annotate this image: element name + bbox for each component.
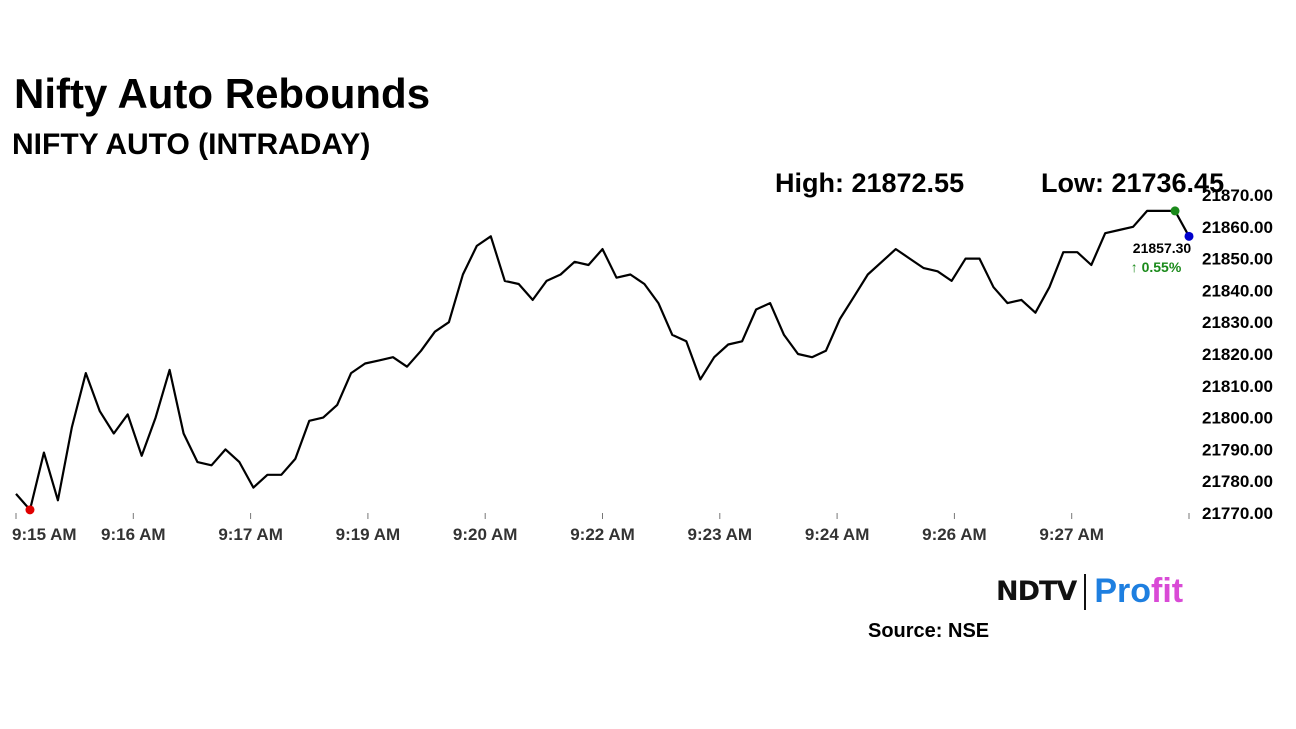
y-axis: 21770.00 21780.00 21790.00 21800.00 21810.00… [1202,186,1273,523]
y-tick-label: 21810.00 [1202,377,1273,396]
x-tick-label: 9:19 AM [336,525,401,544]
y-tick-label: 21850.00 [1202,250,1273,269]
x-tick-label: 9:24 AM [805,525,870,544]
high-point-marker [1170,206,1180,216]
y-tick-label: 21860.00 [1202,218,1273,237]
x-tick-label: 9:27 AM [1039,525,1104,544]
y-tick-label: 21870.00 [1202,186,1273,205]
low-stat: Low: 21736.45 [1041,168,1225,198]
last-point-marker [1184,231,1194,241]
y-tick-label: 21830.00 [1202,313,1273,332]
profit-wordmark: Profit [1094,572,1184,610]
y-tick-label: 21780.00 [1202,472,1273,491]
ndtv-profit-logo: NDTV Profit [996,572,1183,611]
source-note: Source: NSE [868,620,990,642]
change-percent-label: ↑ 0.55% [1131,259,1182,275]
x-tick-label: 9:17 AM [218,525,283,544]
high-stat: High: 21872.55 [775,168,965,198]
y-tick-label: 21840.00 [1202,281,1273,300]
y-tick-label: 21790.00 [1202,440,1273,459]
x-tick-label: 9:16 AM [101,525,166,544]
x-axis: 9:15 AM 9:16 AM 9:17 AM 9:19 AM 9:20 AM 9:22 … [12,513,1190,544]
last-value-label: 21857.30 [1133,240,1192,256]
price-series-line [15,209,1190,511]
x-tick-label: 9:22 AM [570,525,635,544]
chart-subtitle: NIFTY AUTO (INTRADAY) [12,128,371,161]
x-tick-label: 9:20 AM [453,525,518,544]
logo-divider [1084,573,1087,610]
chart-title: Nifty Auto Rebounds [14,70,431,117]
ndtv-wordmark: NDTV [996,576,1077,607]
x-tick-label: 9:23 AM [688,525,753,544]
x-tick-label: 9:26 AM [922,525,987,544]
y-tick-label: 21820.00 [1202,345,1273,364]
low-point-marker [25,505,35,515]
y-tick-label: 21800.00 [1202,409,1273,428]
y-tick-label: 21770.00 [1202,504,1273,523]
x-tick-label: 9:15 AM [12,525,77,544]
